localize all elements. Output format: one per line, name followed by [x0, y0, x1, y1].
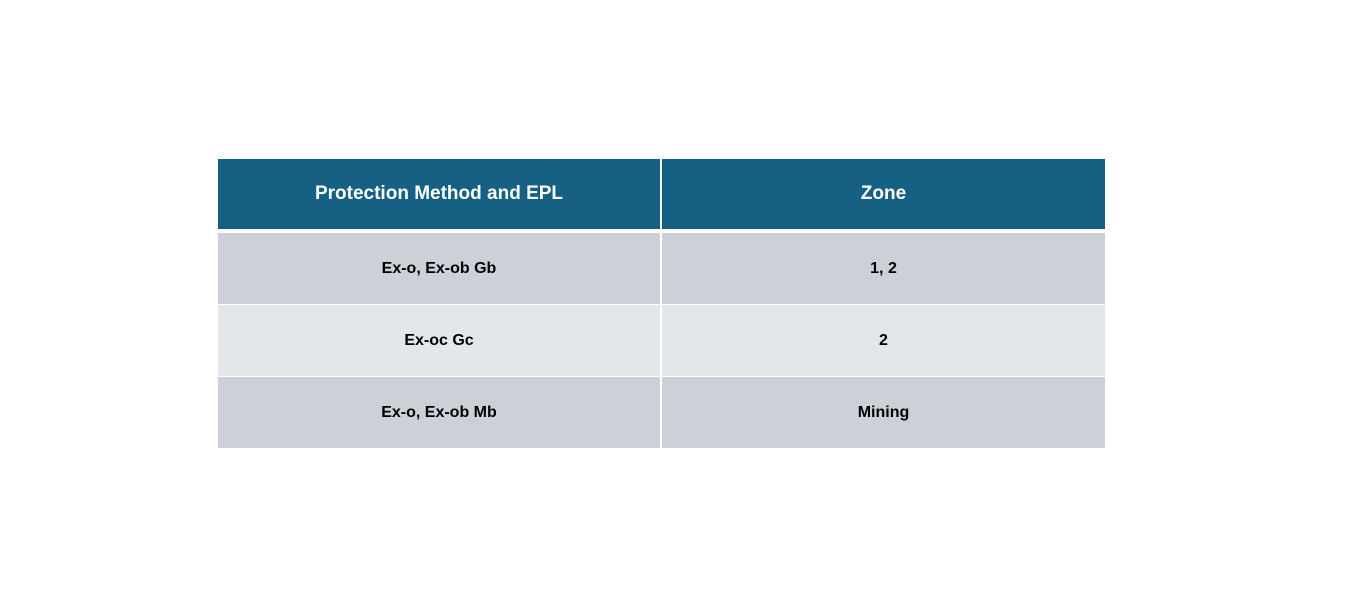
table-cell: 2 — [660, 305, 1105, 376]
header-row: Protection Method and EPL Zone — [218, 159, 1105, 232]
table-row: Ex-oc Gc 2 — [218, 304, 1105, 376]
table-row: Ex-o, Ex-ob Mb Mining — [218, 376, 1105, 448]
table-cell: Mining — [660, 377, 1105, 448]
table: Protection Method and EPL Zone Ex-o, Ex-… — [218, 159, 1105, 448]
table-row: Ex-o, Ex-ob Gb 1, 2 — [218, 232, 1105, 304]
table-cell: Ex-o, Ex-ob Gb — [218, 233, 660, 304]
header-cell: Protection Method and EPL — [218, 159, 660, 229]
header-cell: Zone — [660, 159, 1105, 229]
table-cell: 1, 2 — [660, 233, 1105, 304]
table-cell: Ex-o, Ex-ob Mb — [218, 377, 660, 448]
table-cell: Ex-oc Gc — [218, 305, 660, 376]
